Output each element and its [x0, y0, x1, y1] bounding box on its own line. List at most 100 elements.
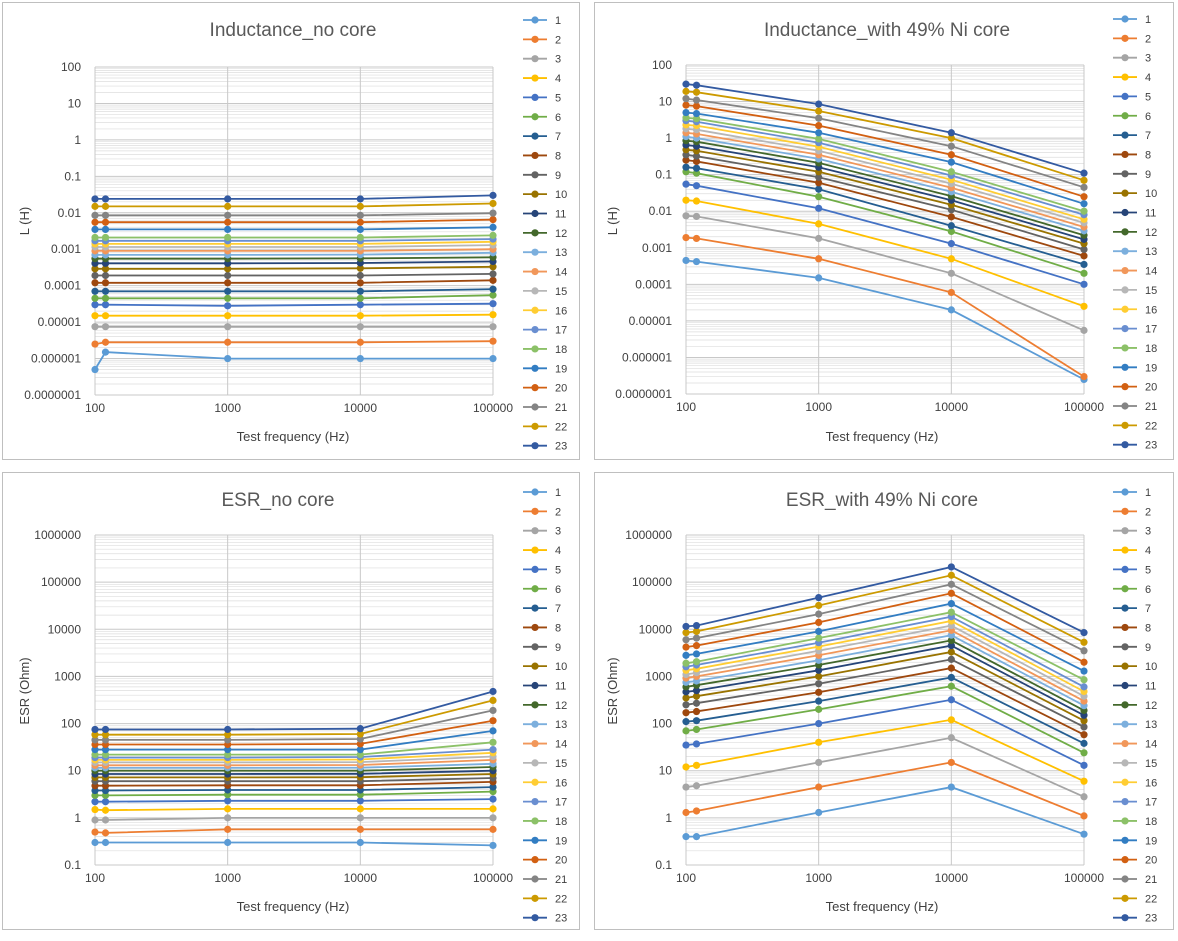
legend-label: 19: [1145, 362, 1157, 374]
data-point: [489, 300, 497, 308]
legend-item: 17: [523, 325, 567, 337]
data-point: [692, 650, 701, 658]
legend-label: 15: [1145, 285, 1157, 297]
series-21: [91, 209, 497, 219]
data-point: [947, 206, 955, 214]
data-point: [101, 233, 110, 242]
data-point: [815, 129, 823, 137]
legend-label: 11: [555, 209, 566, 221]
legend-label: 23: [1145, 440, 1157, 452]
series-4: [91, 311, 497, 320]
series-9: [682, 655, 1088, 731]
data-point: [91, 312, 99, 320]
legend-label: 1: [555, 15, 561, 27]
x-tick-label: 100000: [1064, 871, 1104, 885]
data-point: [224, 294, 232, 302]
legend-label: 17: [555, 325, 567, 337]
data-point: [692, 88, 701, 96]
data-point: [1080, 269, 1088, 277]
legend-swatch-marker: [531, 565, 539, 573]
y-tick-label: 100: [61, 717, 81, 731]
legend-label: 5: [1145, 564, 1151, 576]
data-point: [692, 658, 701, 666]
data-point: [1080, 629, 1088, 637]
legend-swatch-marker: [531, 623, 539, 632]
legend-item: 12: [1113, 700, 1157, 712]
legend-item: 11: [523, 209, 566, 221]
legend-swatch-marker: [531, 701, 539, 709]
legend-swatch-marker: [531, 836, 539, 844]
legend-label: 17: [1145, 324, 1157, 336]
data-point: [489, 706, 497, 715]
y-tick-label: 1000: [645, 669, 672, 683]
legend-item: 8: [523, 622, 561, 634]
legend-item: 14: [1113, 739, 1157, 751]
data-point: [91, 725, 99, 734]
data-point: [682, 256, 690, 265]
data-point: [815, 634, 823, 642]
series-line: [95, 240, 494, 245]
data-point: [101, 746, 110, 754]
x-tick-label: 10000: [344, 871, 378, 885]
legend-swatch-marker: [1121, 112, 1129, 120]
data-point: [1080, 658, 1088, 666]
data-point: [947, 306, 955, 314]
legend-label: 11: [555, 681, 566, 693]
legend-label: 16: [555, 305, 567, 317]
legend-label: 14: [555, 739, 567, 751]
data-point: [101, 271, 110, 280]
data-point: [224, 287, 232, 295]
data-point: [1080, 252, 1088, 260]
data-point: [1080, 761, 1088, 769]
series-line: [95, 841, 494, 847]
legend-label: 13: [555, 719, 567, 731]
data-point: [947, 758, 955, 767]
legend-item: 7: [1113, 603, 1151, 615]
series-21: [682, 580, 1088, 655]
data-point: [101, 338, 110, 346]
legend-label: 2: [1145, 33, 1151, 45]
legend-swatch-marker: [531, 364, 539, 372]
data-point: [91, 816, 99, 824]
x-tick-label: 1000: [805, 871, 832, 885]
legend-swatch-marker: [531, 74, 539, 82]
data-point: [356, 746, 364, 754]
legend-swatch-marker: [1121, 131, 1129, 139]
data-point: [91, 736, 99, 744]
data-point: [692, 782, 701, 790]
data-point: [101, 294, 110, 302]
series-5: [91, 300, 497, 310]
data-point: [947, 682, 955, 690]
y-tick-label: 100: [61, 60, 81, 74]
legend-item: 11: [523, 681, 566, 693]
legend-label: 6: [1145, 584, 1151, 596]
legend-label: 20: [1145, 382, 1157, 394]
series-line: [95, 790, 494, 797]
data-point: [815, 618, 823, 626]
y-tick-label: 10000: [639, 622, 673, 636]
data-point: [1080, 245, 1088, 254]
legend-swatch-marker: [1121, 170, 1129, 178]
y-tick-label: 10000: [48, 622, 82, 636]
legend-item: 2: [523, 506, 561, 518]
data-point: [356, 225, 364, 233]
data-point: [489, 323, 497, 331]
legend-item: 5: [1113, 564, 1151, 576]
data-point: [224, 825, 232, 833]
legend-item: 22: [1113, 893, 1157, 905]
data-point: [947, 213, 955, 221]
legend-label: 6: [555, 112, 561, 124]
data-point: [356, 279, 364, 287]
legend-swatch-marker: [1121, 739, 1129, 748]
legend-item: 21: [523, 402, 567, 414]
y-tick-label: 0.00001: [629, 314, 673, 328]
legend-swatch-marker: [1121, 817, 1129, 825]
y-tick-label: 10: [659, 95, 673, 109]
y-tick-label: 0.1: [64, 169, 81, 183]
data-point: [224, 279, 232, 287]
legend-label: 14: [555, 267, 567, 279]
data-point: [692, 234, 701, 243]
series-22: [682, 87, 1088, 184]
y-axis-label: L (H): [17, 207, 32, 235]
data-point: [224, 746, 232, 754]
